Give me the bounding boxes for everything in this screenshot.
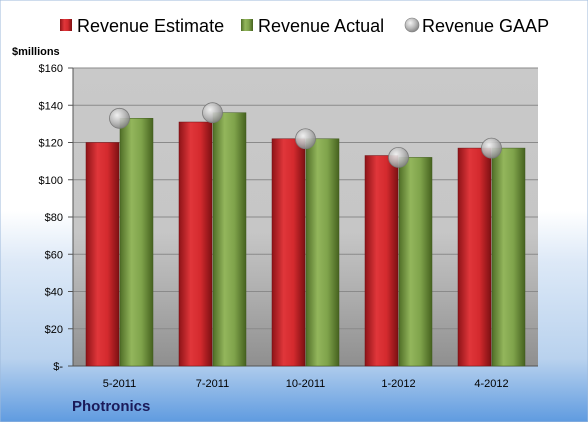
- legend-swatch: [404, 17, 420, 33]
- bar-revenue-estimate: [178, 121, 213, 367]
- bar-revenue-estimate: [85, 142, 120, 367]
- y-tick-label: $160: [39, 63, 63, 75]
- bar-revenue-actual: [398, 157, 433, 367]
- bar-revenue-estimate: [457, 147, 492, 367]
- bar-revenue-estimate: [364, 155, 399, 367]
- marker-revenue-gaap: [295, 128, 316, 150]
- y-axis-unit-label: $millions: [12, 46, 60, 58]
- legend-item-revenue-actual: Revenue Actual: [258, 16, 384, 36]
- y-tick-label: $120: [39, 138, 63, 150]
- marker-revenue-gaap: [202, 102, 223, 124]
- marker-revenue-gaap: [109, 107, 130, 129]
- x-tick-label: 7-2011: [196, 378, 229, 390]
- legend-item-revenue-estimate: Revenue Estimate: [77, 16, 224, 36]
- y-tick-label: $80: [45, 212, 63, 224]
- y-tick-label: $100: [39, 175, 63, 187]
- bar-revenue-actual: [212, 112, 247, 367]
- company-label: Photronics: [72, 398, 150, 415]
- y-tick-label: $140: [39, 100, 63, 112]
- marker-revenue-gaap: [388, 146, 409, 168]
- marker-revenue-gaap: [481, 137, 502, 159]
- bar-revenue-actual: [119, 118, 154, 367]
- legend-swatch: [241, 19, 253, 31]
- y-tick-label: $60: [45, 249, 63, 261]
- x-tick-label: 1-2012: [381, 378, 415, 390]
- y-tick-label: $-: [53, 361, 63, 373]
- legend-item-revenue-gaap: Revenue GAAP: [422, 16, 549, 36]
- x-tick-label: 5-2011: [103, 378, 136, 390]
- bar-revenue-estimate: [271, 138, 306, 367]
- y-tick-label: $40: [45, 287, 63, 299]
- legend-swatch: [60, 19, 72, 31]
- x-tick-label: 4-2012: [474, 378, 508, 390]
- x-tick-label: 10-2011: [286, 378, 326, 390]
- bar-revenue-actual: [491, 147, 526, 367]
- y-tick-label: $20: [45, 324, 63, 336]
- bar-revenue-actual: [305, 138, 340, 367]
